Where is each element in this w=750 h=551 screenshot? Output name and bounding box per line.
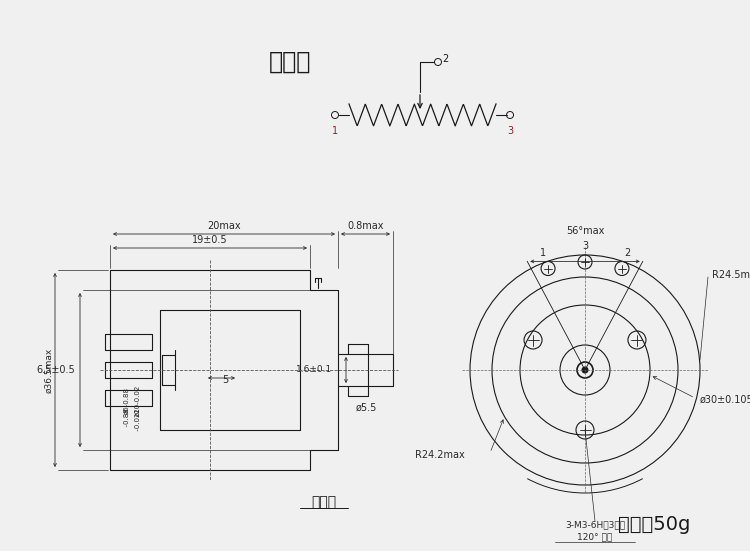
Text: 56°max: 56°max: [566, 226, 604, 236]
Text: -0.88: -0.88: [124, 409, 130, 431]
Text: 5: 5: [222, 375, 228, 385]
Text: 1: 1: [539, 249, 546, 258]
Text: ø36.5max: ø36.5max: [44, 347, 53, 393]
Text: 3-M3-6H深3以上: 3-M3-6H深3以上: [565, 521, 625, 530]
Text: 1: 1: [332, 126, 338, 136]
Text: 0.8max: 0.8max: [347, 221, 384, 231]
Text: -0.021: -0.021: [135, 408, 141, 442]
Text: 安装面: 安装面: [311, 495, 337, 509]
Circle shape: [582, 367, 588, 373]
Text: ø20-0.02: ø20-0.02: [135, 385, 141, 415]
Text: R24.2max: R24.2max: [416, 450, 465, 460]
Text: 3: 3: [507, 126, 513, 136]
Text: ø6-0.88: ø6-0.88: [124, 386, 130, 413]
Text: 重量：50g: 重量：50g: [618, 516, 690, 534]
Text: R24.5max: R24.5max: [712, 270, 750, 280]
Text: 接线图: 接线图: [268, 50, 311, 74]
Text: 1.6±0.1: 1.6±0.1: [296, 365, 332, 375]
Text: 20max: 20max: [207, 221, 241, 231]
Text: 120° 等分: 120° 等分: [578, 532, 613, 542]
Text: ø5.5: ø5.5: [356, 403, 376, 413]
Text: ø30±0.105: ø30±0.105: [700, 395, 750, 405]
Text: 3: 3: [582, 241, 588, 251]
Text: 6.5±0.5: 6.5±0.5: [36, 365, 75, 375]
Text: 19±0.5: 19±0.5: [192, 235, 228, 245]
Text: 2: 2: [624, 249, 631, 258]
Text: 2: 2: [442, 54, 448, 64]
